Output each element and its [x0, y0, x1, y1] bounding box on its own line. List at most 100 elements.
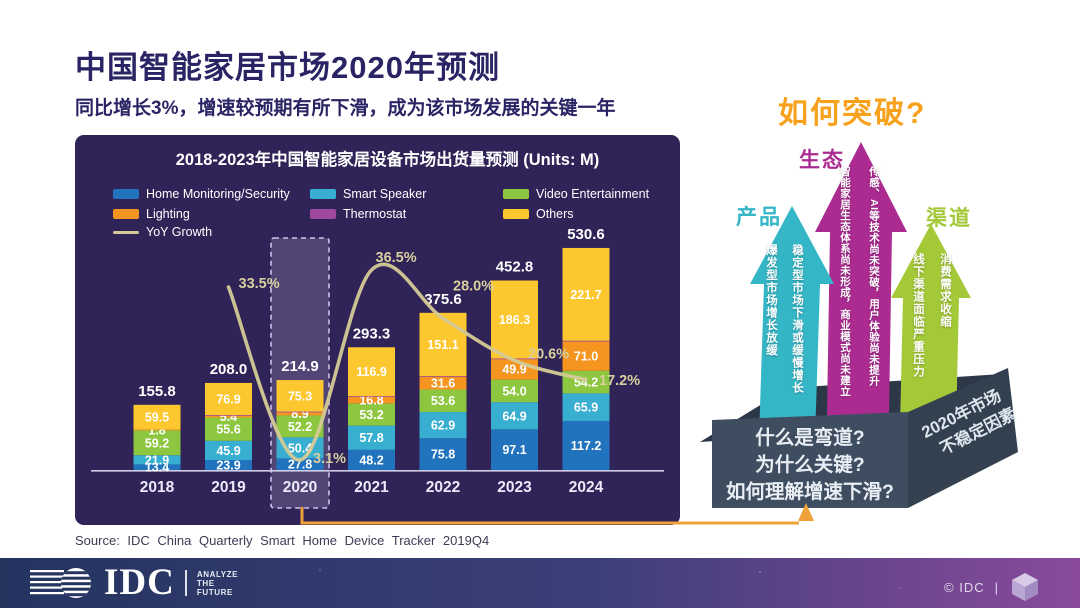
legend-swatch — [310, 189, 336, 199]
bar-segment — [562, 340, 610, 371]
yoy-growth-label: 36.5% — [376, 250, 417, 266]
x-axis-tick-label: 2019 — [211, 479, 246, 496]
bar-segment — [348, 396, 395, 404]
bar-segment-label: 117.2 — [571, 439, 602, 453]
footer-right: © IDC | — [944, 570, 1042, 604]
ecosystem-arrow-text-col1: 传感、AI等技术尚未突破，用户体验尚未提升 — [868, 166, 880, 387]
x-axis-tick-label: 2020 — [283, 479, 317, 496]
legend-item: Others — [503, 207, 574, 221]
bar-segment — [276, 415, 324, 438]
footer-separator: | — [994, 579, 998, 595]
yoy-growth-label: 20.6% — [528, 346, 569, 362]
chart-legend: Home Monitoring/Security Smart Speaker Vid… — [113, 181, 673, 243]
channel-arrow-text: 消费需求收缩 线下渠道面临严重压力 — [904, 253, 958, 403]
tagline-line: FUTURE — [196, 587, 233, 597]
question-line: 如何理解增速下滑? — [726, 481, 894, 503]
bar-segment-label: 53.6 — [431, 394, 455, 408]
bar-segment — [348, 403, 395, 426]
bar-segment-label: 59.2 — [145, 436, 169, 450]
box-right-face — [908, 368, 1018, 508]
legend-item: Video Entertainment — [503, 187, 649, 201]
bar-segment — [133, 404, 181, 430]
ecosystem-arrow-label: 生态 — [799, 149, 845, 172]
legend-swatch — [113, 230, 139, 234]
bar-segment — [419, 411, 467, 439]
legend-label: Home Monitoring/Security — [146, 187, 290, 201]
bar-total-label: 293.3 — [353, 325, 391, 342]
channel-arrow-text-col1: 消费需求收缩 — [939, 253, 951, 328]
chart-title: 2018-2023年中国智能家居设备市场出货量预测 (Units: M) — [175, 151, 600, 169]
bar-segment — [205, 440, 252, 460]
chart-canvas: 13.421.959.21.859.5155.8201823.945.955.6… — [91, 226, 664, 509]
breakout-question-title: 如何突破? — [778, 97, 927, 130]
legend-label: YoY Growth — [146, 225, 213, 239]
source-note: Source: IDC China Quarterly Smart Home D… — [75, 533, 490, 548]
question-line: 为什么关键? — [755, 454, 865, 476]
bar-segment-label: 50.4 — [288, 441, 312, 455]
legend-swatch — [503, 189, 529, 199]
questions-box-front: 什么是弯道? 为什么关键? 如何理解增速下滑? — [712, 425, 908, 506]
bar-segment — [348, 396, 395, 397]
x-axis-tick-label: 2024 — [569, 479, 604, 496]
breakout-shapes — [700, 142, 1018, 508]
product-arrow-text-col1: 稳定型市场下滑或缓慢增长 — [791, 244, 803, 394]
legend-swatch — [113, 189, 139, 199]
bar-segment — [491, 429, 538, 470]
bar-segment-label: 27.8 — [288, 458, 312, 472]
ecosystem-arrow-text: 传感、AI等技术尚未突破，用户体验尚未提升 智能家居生态体系尚未形成，商业模式尚… — [830, 166, 888, 418]
bar-segment-label: 52.2 — [288, 420, 312, 434]
bar-segment — [276, 380, 324, 412]
product-arrow-icon — [750, 206, 834, 470]
channel-arrow-label: 渠道 — [926, 207, 972, 230]
globe-icon — [30, 568, 91, 598]
bar-segment — [133, 430, 181, 456]
chart-panel: 2018-2023年中国智能家居设备市场出货量预测 (Units: M) Hom… — [75, 135, 680, 525]
bar-segment — [133, 429, 181, 431]
bar-segment — [491, 402, 538, 430]
bar-total-label: 452.8 — [496, 259, 534, 276]
bar-segment — [205, 382, 252, 416]
bar-segment-label: 75.3 — [288, 389, 312, 403]
bar-segment — [348, 347, 395, 397]
bar-segment-label: 64.9 — [502, 409, 526, 423]
bar-total-label: 214.9 — [281, 358, 319, 375]
bar-segment — [419, 312, 467, 377]
bar-segment — [562, 340, 610, 342]
idc-wordmark: IDC — [104, 562, 175, 603]
tagline-line: ANALYZE — [196, 569, 239, 579]
x-axis-tick-label: 2021 — [354, 479, 389, 496]
legend-swatch — [113, 209, 139, 219]
legend-item: YoY Growth — [113, 225, 212, 239]
bar-segment-label: 97.1 — [502, 443, 526, 457]
bar-segment-label: 116.9 — [356, 365, 387, 379]
box-front-face — [712, 412, 908, 508]
ecosystem-arrow-text-col2: 智能家居生态体系尚未形成，商业模式尚未建立 — [839, 166, 851, 397]
bar-segment-label: 75.8 — [431, 448, 455, 462]
bar-segment — [205, 417, 252, 441]
footer-bar: IDC ANALYZE THE FUTURE © IDC | — [0, 558, 1080, 608]
bar-segment-label: 49.9 — [502, 363, 526, 377]
footer-copyright: © IDC — [944, 579, 985, 595]
bar-segment — [491, 379, 538, 403]
product-arrow-text-col2: 爆发型市场增长放缓 — [765, 244, 777, 357]
bar-segment — [491, 280, 538, 359]
page-title: 中国智能家居市场2020年预测 — [75, 50, 500, 85]
bar-segment-label: 23.9 — [216, 458, 240, 472]
bar-segment — [348, 449, 395, 470]
bar-segment — [205, 459, 252, 470]
legend-item: Lighting — [113, 207, 190, 221]
bar-segment — [419, 438, 467, 470]
bar-segment-label: 151.1 — [427, 338, 458, 352]
bar-segment-label: 221.7 — [570, 288, 601, 302]
bar-total-label: 208.0 — [210, 361, 248, 378]
legend-item: Home Monitoring/Security — [113, 187, 290, 201]
page-subtitle: 同比增长3%，增速较预期有所下滑，成为该市场发展的关键一年 — [75, 98, 616, 119]
bar-segment-label: 186.3 — [499, 313, 530, 327]
bar-segment — [419, 376, 467, 377]
breakout-graphic: 产品 生态 渠道 稳定型市场下滑或缓慢增长 爆发型市场增长放缓 传感、AI等技术… — [690, 130, 1080, 530]
bar-segment — [205, 415, 252, 416]
bar-segment-label: 54.0 — [502, 384, 526, 398]
bar-segment-label: 21.9 — [145, 453, 169, 467]
bar-segment-label: 53.2 — [359, 408, 383, 422]
